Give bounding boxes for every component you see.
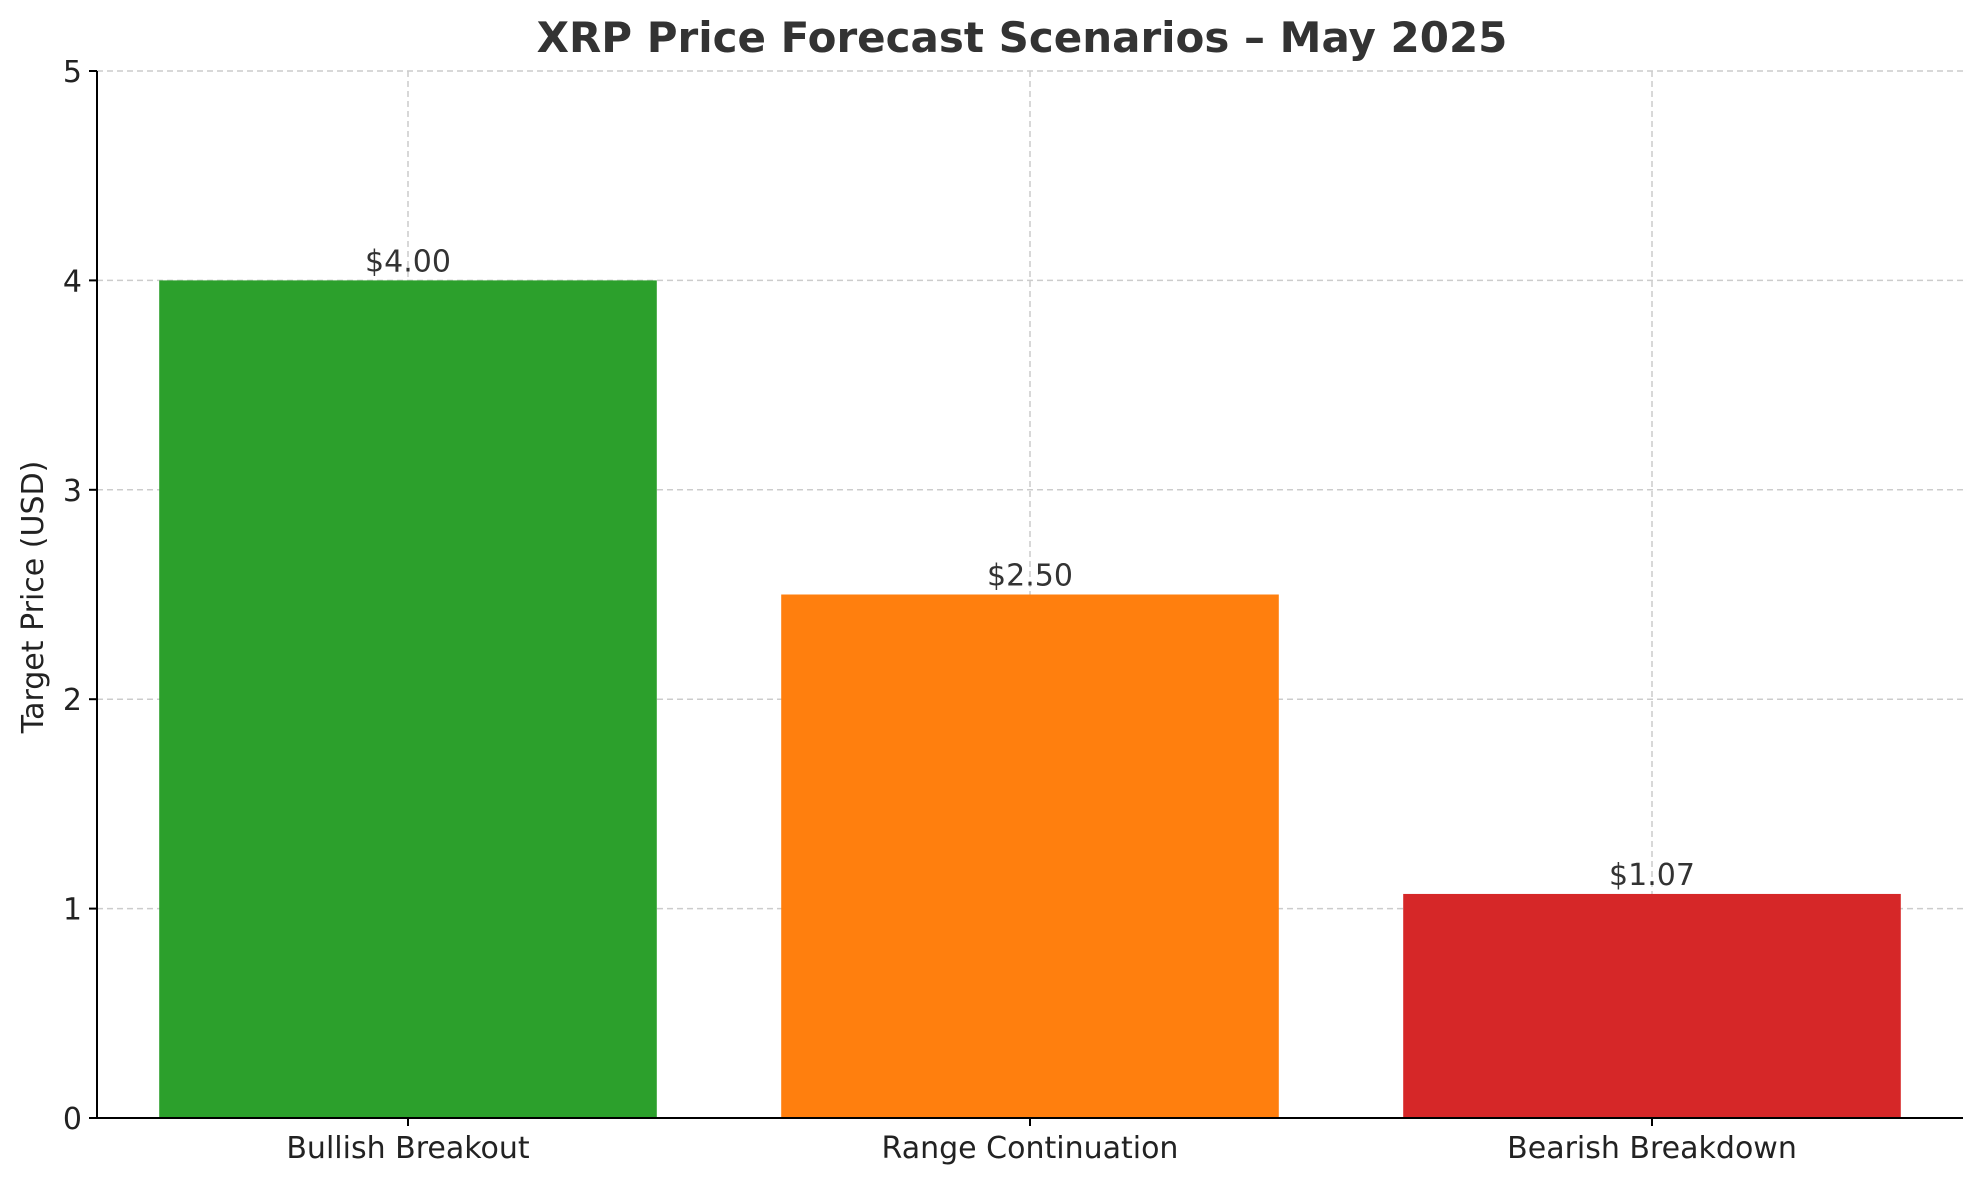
y-tick-label: 0 [63,1102,82,1137]
y-tick-label: 3 [63,474,82,509]
bar-value-label: $1.07 [1609,858,1695,893]
bar-value-label: $2.50 [987,559,1073,594]
x-tick-label: Bearish Breakdown [1507,1131,1797,1166]
x-tick-label: Range Continuation [882,1131,1179,1166]
bars-layer [159,280,1901,1118]
y-tick-label: 1 [63,893,82,928]
x-tick-label: Bullish Breakout [286,1131,530,1166]
y-tick-label: 2 [63,683,82,718]
bar-range-continuation [781,594,1279,1118]
y-tick-label: 4 [63,264,82,299]
labels-layer: $4.00 $2.50 $1.07 0 1 2 3 4 5 Bullish Breakout Ran… [63,55,1797,1166]
bar-bullish-breakout [159,280,657,1118]
bar-value-label: $4.00 [365,244,451,279]
y-tick-label: 5 [63,55,82,90]
axes-layer [89,70,1963,1126]
bar-bearish-breakdown [1403,893,1901,1118]
y-axis-label: Target Price (USD) [16,461,51,735]
chart-title: XRP Price Forecast Scenarios – May 2025 [537,13,1508,62]
